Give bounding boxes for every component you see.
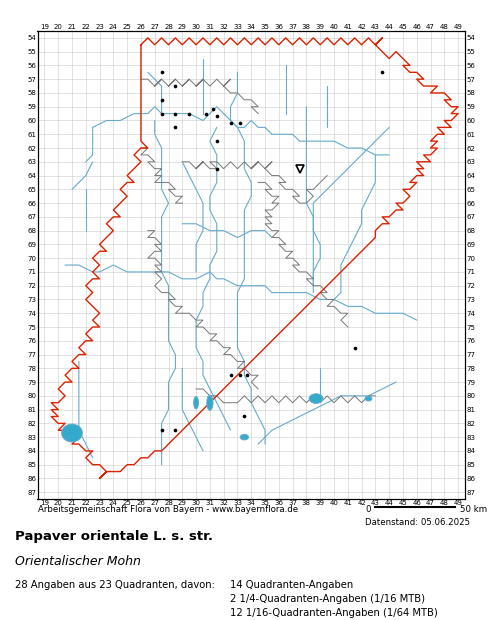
- Point: [158, 108, 166, 118]
- Point: [213, 164, 221, 174]
- Point: [208, 105, 216, 115]
- Ellipse shape: [240, 435, 248, 440]
- Ellipse shape: [207, 395, 213, 410]
- Point: [158, 95, 166, 105]
- Ellipse shape: [309, 394, 323, 404]
- Point: [172, 122, 179, 132]
- Point: [236, 370, 244, 380]
- Point: [158, 68, 166, 78]
- Text: Papaver orientale L. s. str.: Papaver orientale L. s. str.: [15, 530, 213, 543]
- Text: 2 1/4-Quadranten-Angaben (1/16 MTB): 2 1/4-Quadranten-Angaben (1/16 MTB): [230, 594, 425, 604]
- Text: 50 km: 50 km: [460, 505, 487, 515]
- Point: [378, 68, 386, 78]
- Text: Arbeitsgemeinschaft Flora von Bayern - www.bayernflora.de: Arbeitsgemeinschaft Flora von Bayern - w…: [38, 505, 298, 515]
- Text: Datenstand: 05.06.2025: Datenstand: 05.06.2025: [365, 518, 470, 527]
- Point: [236, 118, 244, 128]
- Point: [226, 370, 234, 380]
- Point: [158, 425, 166, 435]
- Point: [240, 412, 248, 422]
- Point: [185, 108, 193, 118]
- Point: [350, 343, 358, 353]
- Point: [243, 370, 251, 380]
- Text: 14 Quadranten-Angaben: 14 Quadranten-Angaben: [230, 580, 353, 590]
- Ellipse shape: [194, 397, 198, 409]
- Text: 28 Angaben aus 23 Quadranten, davon:: 28 Angaben aus 23 Quadranten, davon:: [15, 580, 215, 590]
- Point: [202, 108, 209, 118]
- Text: 0: 0: [365, 505, 370, 515]
- Text: Orientalischer Mohn: Orientalischer Mohn: [15, 555, 141, 568]
- Point: [213, 136, 221, 146]
- Ellipse shape: [62, 424, 82, 442]
- Ellipse shape: [365, 396, 372, 401]
- Point: [213, 112, 221, 122]
- Point: [226, 118, 234, 128]
- Text: 12 1/16-Quadranten-Angaben (1/64 MTB): 12 1/16-Quadranten-Angaben (1/64 MTB): [230, 608, 438, 618]
- Point: [172, 108, 179, 118]
- Point: [172, 425, 179, 435]
- Point: [172, 81, 179, 91]
